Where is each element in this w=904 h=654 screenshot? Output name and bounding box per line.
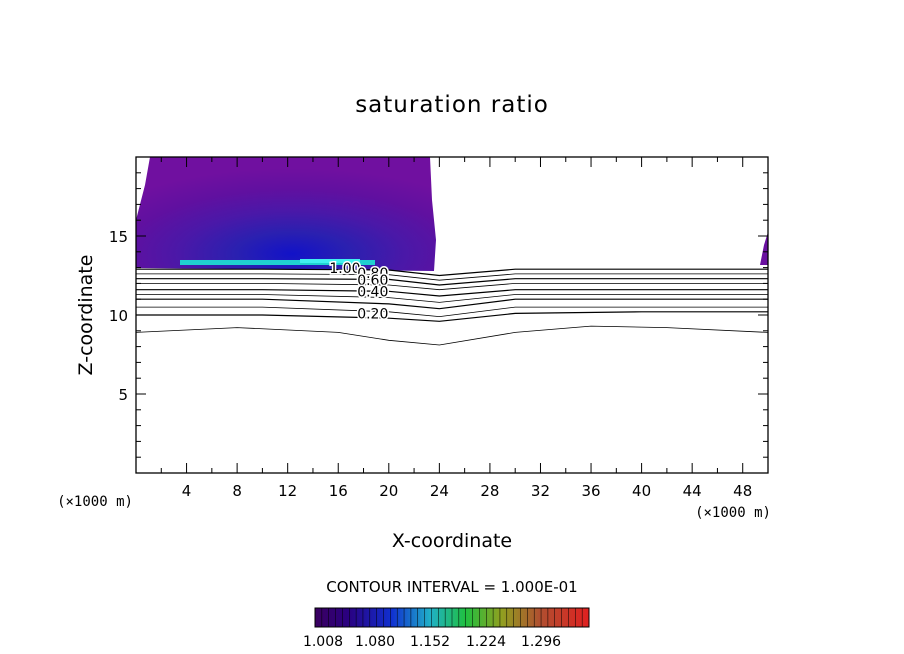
contour-label: 0.80	[357, 266, 388, 282]
filled-region-right	[760, 232, 768, 265]
colorbar-label: 1.152	[410, 634, 450, 650]
cyan-core	[300, 259, 360, 263]
x-tick-label: 20	[379, 482, 398, 500]
colorbar-label: 1.296	[521, 634, 561, 650]
x-tick-label: 24	[430, 482, 449, 500]
y-tick-label: 5	[118, 386, 128, 404]
contour-line	[136, 294, 768, 303]
x-tick-label: 12	[278, 482, 297, 500]
contour-label: 0.20	[357, 306, 388, 322]
x-axis-label: X-coordinate	[392, 530, 512, 552]
contour-line	[136, 278, 768, 286]
x-unit-left: (×1000 m)	[57, 494, 133, 510]
axis-ticks	[136, 157, 768, 473]
x-tick-label: 48	[733, 482, 752, 500]
contour-line	[136, 298, 768, 310]
x-tick-label: 8	[232, 482, 242, 500]
colorbar-label: 1.008	[303, 634, 343, 650]
contour-label: 0.60	[357, 273, 388, 289]
contour-line	[136, 273, 768, 281]
contour-line	[136, 306, 768, 318]
contour-line	[136, 289, 768, 297]
filled-region-left	[136, 157, 436, 271]
x-tick-labels: 4 8 12 16 20 24 28 32 36 40 44 48	[182, 482, 752, 500]
x-tick-label: 44	[683, 482, 702, 500]
x-tick-label: 32	[531, 482, 550, 500]
x-tick-label: 4	[182, 482, 192, 500]
contour-lines	[136, 268, 768, 346]
x-unit-right: (×1000 m)	[695, 505, 771, 521]
x-tick-label: 16	[329, 482, 348, 500]
contour-labels: 1.000.800.600.40 0.20	[328, 259, 390, 324]
y-axis-label: Z-coordinate	[75, 255, 97, 376]
x-tick-label: 40	[632, 482, 651, 500]
colorbar-labels: 1.008 1.080 1.152 1.224 1.296	[303, 634, 561, 650]
x-tick-label: 36	[581, 482, 600, 500]
y-tick-label: 10	[109, 307, 128, 325]
chart-title: saturation ratio	[355, 92, 549, 118]
contour-label: 1.00	[329, 261, 360, 277]
y-tick-label: 15	[109, 228, 128, 246]
x-tick-label: 28	[480, 482, 499, 500]
colorbar-ticks	[321, 608, 583, 627]
contour-interval-text: CONTOUR INTERVAL = 1.000E-01	[326, 578, 577, 596]
contour-label: 0.40	[357, 284, 388, 300]
colorbar-label: 1.080	[355, 634, 395, 650]
contour-line	[136, 283, 768, 291]
y-tick-labels: 5 10 15	[109, 228, 128, 404]
contour-line	[136, 325, 768, 346]
cyan-band	[180, 260, 375, 265]
contour-line	[136, 268, 768, 277]
contour-line	[136, 311, 768, 322]
colorbar-label: 1.224	[466, 634, 506, 650]
